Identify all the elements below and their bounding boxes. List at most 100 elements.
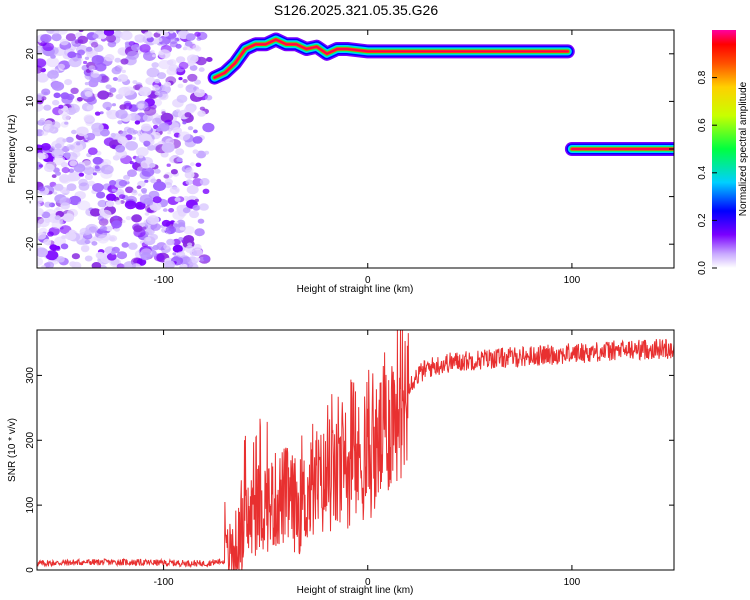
noise-speckle bbox=[142, 226, 147, 230]
noise-speckle bbox=[185, 33, 196, 41]
noise-speckle bbox=[71, 253, 80, 260]
noise-speckle bbox=[187, 84, 193, 90]
x-axis-label: Height of straight line (km) bbox=[297, 284, 414, 295]
noise-speckle bbox=[178, 237, 184, 241]
noise-speckle bbox=[37, 196, 44, 204]
noise-speckle bbox=[97, 234, 109, 244]
noise-speckle bbox=[50, 121, 61, 130]
noise-speckle bbox=[166, 67, 177, 76]
noise-speckle bbox=[64, 121, 69, 125]
noise-speckle bbox=[141, 123, 152, 132]
noise-speckle bbox=[97, 216, 104, 222]
noise-speckle bbox=[134, 120, 141, 125]
noise-speckle bbox=[58, 107, 70, 116]
noise-speckle bbox=[184, 245, 195, 253]
noise-speckle bbox=[204, 94, 213, 101]
noise-speckle bbox=[54, 143, 62, 149]
noise-speckle bbox=[38, 186, 46, 192]
noise-speckle bbox=[157, 72, 167, 80]
noise-speckle bbox=[167, 131, 172, 135]
noise-speckle bbox=[117, 78, 122, 82]
x-tick-label: -100 bbox=[154, 275, 174, 286]
noise-speckle bbox=[83, 114, 95, 123]
noise-speckle bbox=[48, 227, 60, 236]
noise-speckle bbox=[124, 200, 137, 210]
noise-speckle bbox=[132, 136, 136, 140]
noise-speckle bbox=[95, 62, 107, 72]
noise-speckle bbox=[91, 241, 98, 246]
noise-speckle bbox=[100, 209, 112, 219]
noise-speckle bbox=[37, 203, 41, 208]
noise-speckle bbox=[197, 110, 206, 117]
noise-speckle bbox=[169, 30, 174, 34]
noise-speckle bbox=[186, 54, 199, 64]
noise-speckle bbox=[84, 56, 90, 60]
noise-speckle bbox=[182, 46, 188, 51]
noise-speckle bbox=[137, 193, 142, 197]
noise-speckle bbox=[115, 144, 126, 153]
noise-speckle bbox=[44, 261, 55, 268]
noise-speckle bbox=[155, 37, 163, 43]
noise-speckle bbox=[188, 263, 199, 268]
noise-speckle bbox=[51, 33, 62, 42]
noise-speckle bbox=[182, 79, 188, 83]
colorbar bbox=[712, 30, 736, 268]
noise-speckle bbox=[51, 174, 57, 179]
noise-speckle bbox=[170, 169, 178, 175]
noise-speckle bbox=[43, 104, 52, 111]
noise-speckle bbox=[70, 87, 79, 95]
noise-speckle bbox=[199, 178, 210, 186]
noise-speckle bbox=[125, 186, 134, 194]
noise-speckle bbox=[176, 94, 188, 103]
noise-speckle bbox=[90, 71, 100, 78]
noise-speckle bbox=[151, 62, 159, 68]
noise-speckle bbox=[59, 196, 71, 206]
noise-speckle bbox=[168, 208, 175, 213]
noise-speckle bbox=[112, 103, 116, 107]
noise-speckle bbox=[162, 31, 169, 37]
noise-speckle bbox=[163, 244, 171, 250]
y-tick-label: -10 bbox=[25, 189, 36, 204]
noise-speckle bbox=[132, 130, 138, 134]
noise-speckle bbox=[78, 172, 85, 177]
noise-speckle bbox=[77, 35, 88, 45]
noise-speckle bbox=[132, 189, 137, 194]
noise-speckle bbox=[76, 142, 81, 146]
noise-speckle bbox=[172, 223, 179, 228]
noise-speckle bbox=[149, 163, 156, 168]
noise-speckle bbox=[136, 258, 147, 266]
noise-speckle bbox=[162, 208, 168, 212]
noise-speckle bbox=[44, 201, 52, 208]
noise-speckle bbox=[46, 57, 60, 68]
noise-speckle bbox=[125, 216, 132, 221]
noise-speckle bbox=[55, 171, 61, 176]
noise-speckle bbox=[166, 238, 175, 246]
spectrogram-noise bbox=[37, 30, 216, 268]
y-tick-label: 0 bbox=[25, 146, 36, 152]
noise-speckle bbox=[198, 67, 205, 72]
noise-speckle bbox=[109, 87, 117, 93]
noise-speckle bbox=[139, 44, 151, 53]
spectral-track-0 bbox=[213, 38, 569, 79]
noise-speckle bbox=[82, 160, 92, 168]
colorbar-tick-label: 0.0 bbox=[697, 261, 708, 275]
noise-speckle bbox=[99, 34, 106, 40]
noise-speckle bbox=[86, 105, 94, 111]
noise-speckle bbox=[97, 90, 110, 100]
noise-speckle bbox=[37, 58, 47, 68]
noise-speckle bbox=[76, 97, 83, 102]
noise-speckle bbox=[65, 33, 77, 42]
snr-chart: -100 0 100 0 100 200 300 Height of straight li… bbox=[7, 329, 675, 596]
noise-speckle bbox=[91, 262, 102, 268]
noise-speckle bbox=[117, 120, 123, 125]
noise-speckle bbox=[88, 65, 96, 71]
noise-speckle bbox=[186, 185, 199, 195]
noise-speckle bbox=[133, 225, 143, 233]
noise-speckle bbox=[132, 80, 138, 85]
noise-speckle bbox=[56, 256, 65, 263]
noise-speckle bbox=[147, 144, 156, 151]
noise-speckle bbox=[112, 77, 118, 81]
noise-speckle bbox=[60, 92, 70, 100]
